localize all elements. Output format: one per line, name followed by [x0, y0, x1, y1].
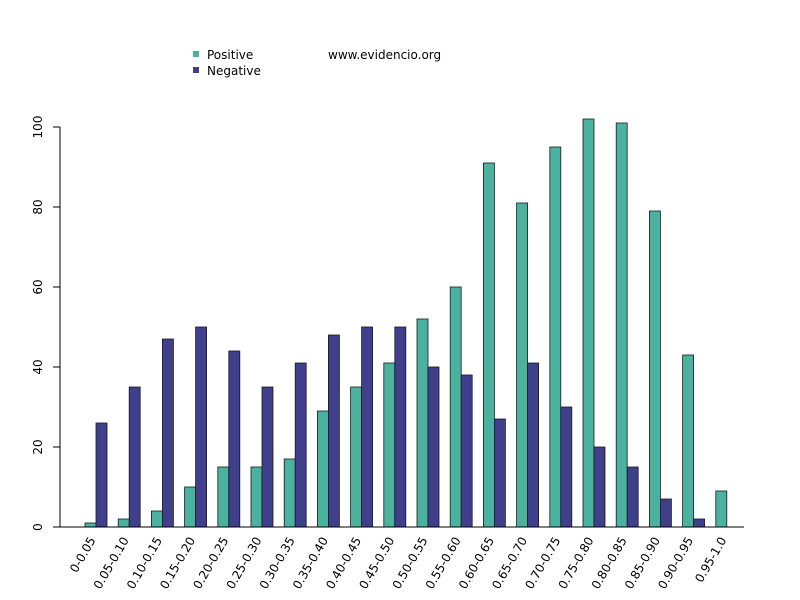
bar-negative-5 — [261, 386, 274, 528]
bar-negative-14 — [560, 406, 573, 528]
y-tick-label: 80 — [31, 199, 45, 214]
bar-positive-16 — [615, 122, 628, 528]
bar-positive-4 — [217, 466, 230, 528]
legend-swatch-negative — [193, 67, 199, 73]
y-tick-label: 40 — [31, 359, 45, 374]
bar-positive-8 — [350, 386, 363, 528]
bar-negative-3 — [195, 326, 208, 528]
bar-positive-14 — [549, 146, 562, 528]
bar-positive-9 — [383, 362, 396, 528]
bar-negative-13 — [527, 362, 539, 528]
bar-positive-12 — [482, 162, 495, 528]
bar-negative-11 — [460, 374, 473, 528]
y-tick-label: 100 — [31, 116, 45, 139]
bar-positive-3 — [184, 486, 197, 528]
legend-swatch-positive — [193, 51, 199, 57]
bar-negative-18 — [693, 518, 705, 528]
bar-positive-13 — [516, 202, 528, 528]
x-axis: 0-0.050.05-0.100.10-0.150.15-0.200.20-0.… — [60, 526, 744, 592]
bar-positive-15 — [582, 118, 595, 528]
bar-negative-0 — [95, 422, 108, 528]
legend-label-negative: Negative — [207, 64, 261, 78]
bar-positive-0 — [84, 522, 97, 528]
y-axis: 0 20 40 60 80 100 — [31, 116, 61, 531]
bar-negative-1 — [128, 386, 141, 528]
bar-negative-16 — [626, 466, 639, 528]
legend: Positive Negative www.evidencio.org — [193, 48, 441, 78]
bar-positive-18 — [682, 354, 694, 528]
watermark-text: www.evidencio.org — [328, 48, 441, 62]
bars — [84, 118, 739, 528]
bar-positive-11 — [449, 286, 462, 528]
bar-positive-7 — [316, 410, 329, 528]
bar-negative-2 — [161, 338, 174, 528]
bar-positive-17 — [649, 210, 661, 528]
bar-positive-2 — [150, 510, 163, 528]
bar-positive-6 — [283, 458, 296, 528]
x-tick-label: 0.95-1.0 — [692, 535, 729, 585]
bar-positive-5 — [250, 466, 263, 528]
bar-negative-6 — [294, 362, 307, 528]
y-tick-label: 20 — [31, 439, 45, 454]
bar-positive-10 — [416, 318, 429, 528]
bar-negative-10 — [427, 366, 440, 528]
bar-negative-15 — [593, 446, 606, 528]
bar-negative-17 — [660, 498, 672, 528]
x-tick-label: 0-0.05 — [67, 535, 98, 576]
bar-negative-9 — [394, 326, 407, 528]
bar-positive-19 — [715, 490, 728, 528]
bar-negative-7 — [327, 334, 340, 528]
y-tick-label: 0 — [31, 523, 45, 531]
legend-label-positive: Positive — [207, 48, 253, 62]
bar-negative-4 — [228, 350, 241, 528]
bar-negative-8 — [361, 326, 374, 528]
bar-negative-12 — [493, 418, 506, 528]
bar-positive-1 — [117, 518, 130, 528]
y-tick-label: 60 — [31, 279, 45, 294]
